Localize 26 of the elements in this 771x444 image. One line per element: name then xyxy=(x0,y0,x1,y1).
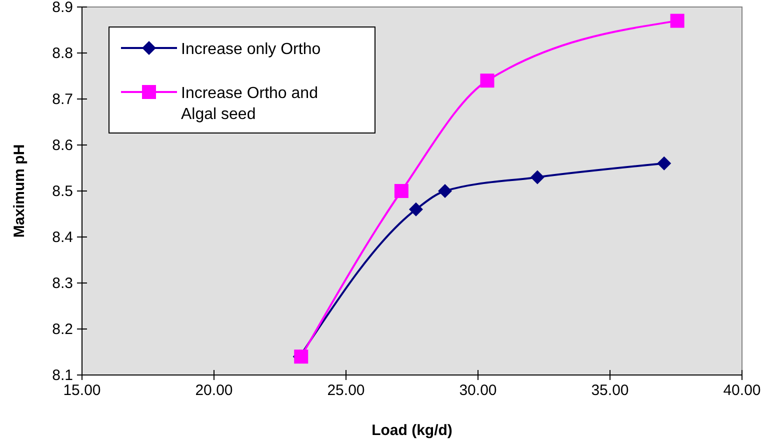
y-tick-label: 8.6 xyxy=(52,137,73,154)
y-tick-label: 8.1 xyxy=(52,367,73,384)
point xyxy=(530,170,544,184)
x-tick-label: 25.00 xyxy=(327,382,365,399)
y-tick-label: 8.9 xyxy=(52,0,73,16)
y-tick-label: 8.8 xyxy=(52,45,73,62)
legend-label: Increase only Ortho xyxy=(181,41,321,58)
y-tick-label: 8.5 xyxy=(52,183,73,200)
y-tick-label: 8.2 xyxy=(52,321,73,338)
point xyxy=(408,202,423,216)
point xyxy=(670,14,684,28)
x-tick-label: 40.00 xyxy=(723,382,761,399)
y-axis-title: Maximum pH xyxy=(11,144,28,238)
point xyxy=(657,156,672,170)
x-tick-label: 30.00 xyxy=(459,382,497,399)
y-tick-label: 8.7 xyxy=(52,91,73,108)
point xyxy=(438,184,452,198)
x-tick-label: 35.00 xyxy=(591,382,629,399)
point xyxy=(480,74,494,88)
point xyxy=(394,184,408,198)
y-tick-label: 8.4 xyxy=(52,229,73,246)
x-tick-label: 20.00 xyxy=(195,382,233,399)
x-axis-title: Load (kg/d) xyxy=(372,422,452,439)
legend-label: Increase Ortho and Algal seed xyxy=(181,85,318,123)
y-tick-label: 8.3 xyxy=(52,275,73,292)
x-tick-label: 15.00 xyxy=(63,382,101,399)
